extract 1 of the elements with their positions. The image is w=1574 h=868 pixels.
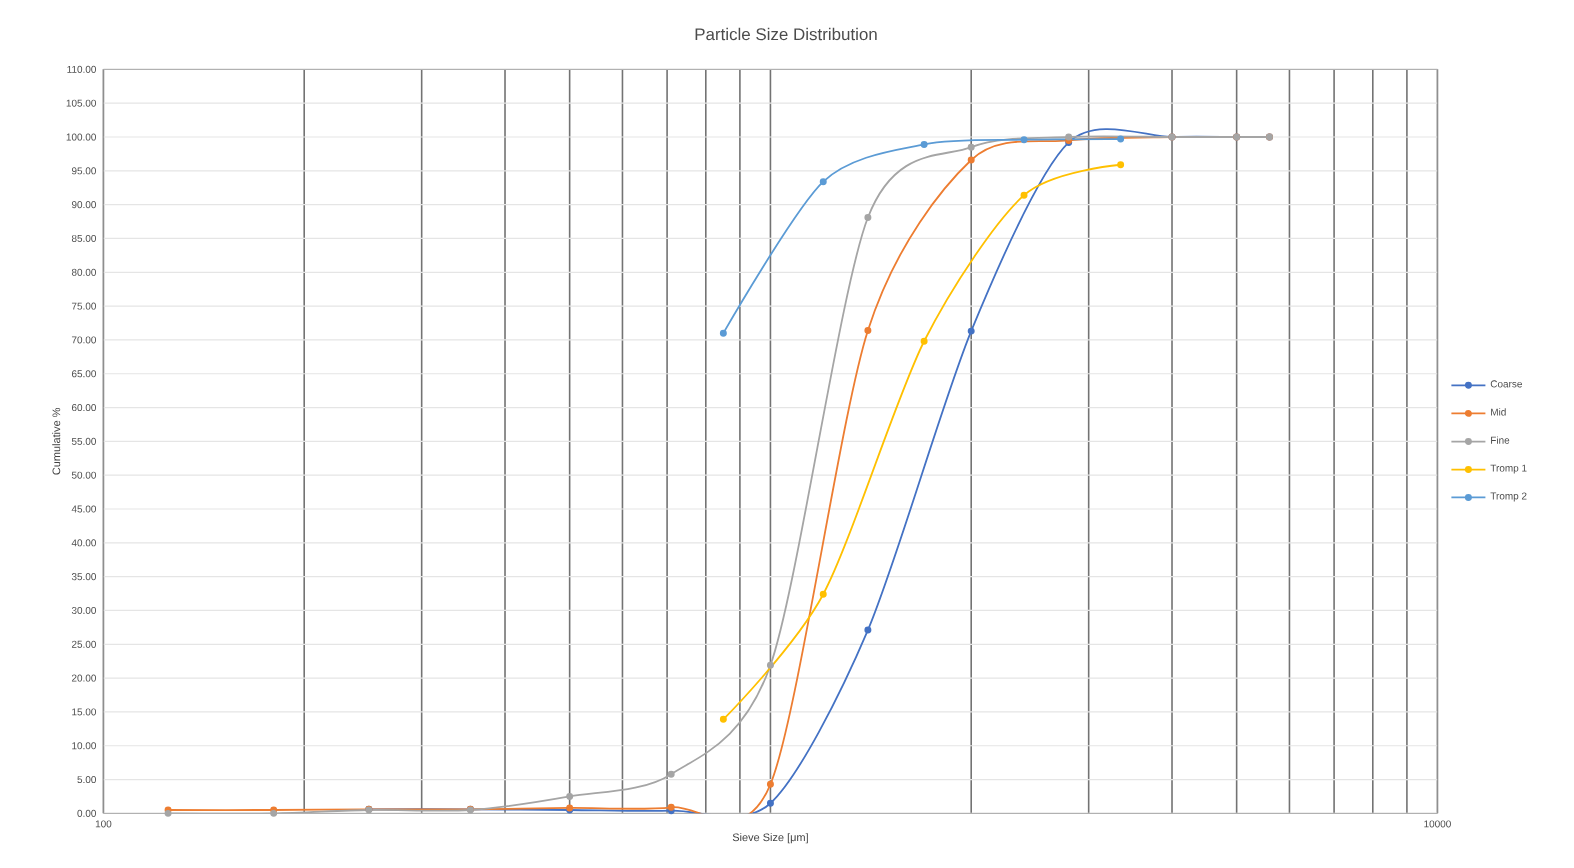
chart-title: Particle Size Distribution [695, 27, 877, 41]
